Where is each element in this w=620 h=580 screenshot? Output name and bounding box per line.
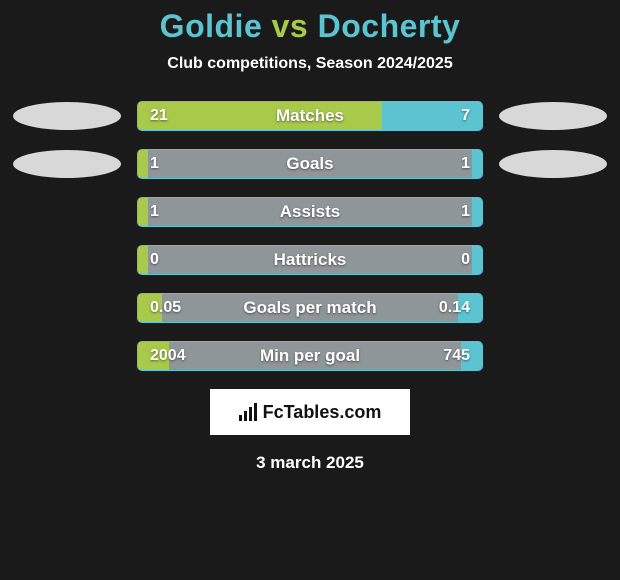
stat-row: 2004Min per goal745 (0, 341, 620, 371)
stat-value-p2: 1 (461, 150, 470, 178)
stat-value-p2: 1 (461, 198, 470, 226)
logo-box: FcTables.com (210, 389, 410, 435)
stat-label: Assists (138, 198, 482, 226)
player2-badge (499, 150, 607, 178)
stat-bar: 2004Min per goal745 (137, 341, 483, 371)
stat-label: Min per goal (138, 342, 482, 370)
stat-value-p2: 7 (461, 102, 470, 130)
stat-row: 1Assists1 (0, 197, 620, 227)
barchart-icon (239, 403, 257, 421)
title-player2: Docherty (318, 8, 461, 44)
player2-badge (499, 102, 607, 130)
player1-badge (13, 102, 121, 130)
stat-row: 21Matches7 (0, 101, 620, 131)
stat-value-p2: 0.14 (439, 294, 470, 322)
player1-badge (13, 150, 121, 178)
stat-bar: 0.05Goals per match0.14 (137, 293, 483, 323)
subtitle: Club competitions, Season 2024/2025 (0, 55, 620, 73)
stat-bar: 21Matches7 (137, 101, 483, 131)
title-vs: vs (272, 8, 309, 44)
stat-value-p2: 0 (461, 246, 470, 274)
stat-label: Hattricks (138, 246, 482, 274)
title: Goldie vs Docherty (0, 8, 620, 45)
title-player1: Goldie (160, 8, 263, 44)
stat-label: Goals per match (138, 294, 482, 322)
logo-text: FcTables.com (263, 402, 382, 423)
stat-row: 1Goals1 (0, 149, 620, 179)
stat-rows: 21Matches71Goals11Assists10Hattricks00.0… (0, 101, 620, 371)
stat-label: Matches (138, 102, 482, 130)
stat-label: Goals (138, 150, 482, 178)
stat-bar: 0Hattricks0 (137, 245, 483, 275)
stat-row: 0.05Goals per match0.14 (0, 293, 620, 323)
date: 3 march 2025 (0, 453, 620, 473)
stat-value-p2: 745 (443, 342, 470, 370)
stat-bar: 1Assists1 (137, 197, 483, 227)
comparison-infographic: Goldie vs Docherty Club competitions, Se… (0, 0, 620, 473)
stat-bar: 1Goals1 (137, 149, 483, 179)
stat-row: 0Hattricks0 (0, 245, 620, 275)
